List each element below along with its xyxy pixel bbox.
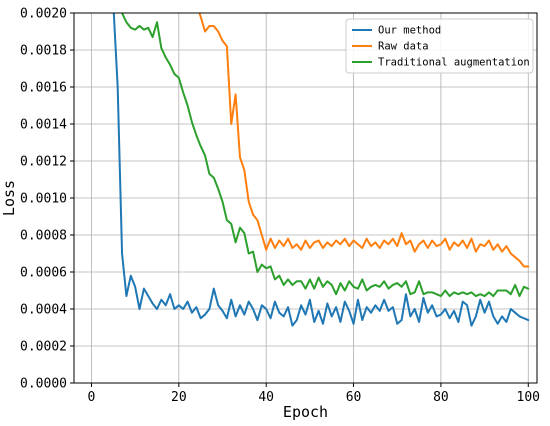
y-tick-label: 0.0002	[20, 340, 67, 355]
legend-label-raw-data: Raw data	[378, 41, 429, 53]
legend-label-our-method: Our method	[378, 25, 441, 37]
series-group	[112, 13, 530, 327]
x-tick-label: 20	[171, 390, 187, 405]
y-tick-label: 0.0012	[20, 155, 67, 170]
y-tick-label: 0.0014	[20, 118, 67, 133]
x-axis-label: Epoch	[283, 403, 328, 421]
series-line-raw-data	[198, 13, 530, 268]
y-tick-label: 0.0006	[20, 266, 67, 281]
legend: Our method Raw data Traditional augmentati…	[345, 18, 534, 74]
y-tick-label: 0.0016	[20, 81, 67, 96]
y-tick-label: 0.0004	[20, 303, 67, 318]
legend-box	[345, 18, 534, 74]
legend-label-traditional-augmentation: Traditional augmentation	[378, 57, 530, 69]
x-tick-label: 80	[433, 390, 449, 405]
series-line-traditional-augmentation	[120, 13, 530, 298]
x-tick-label: 0	[88, 390, 96, 405]
x-tick-label: 100	[517, 390, 540, 405]
y-tick-label: 0.0010	[20, 192, 67, 207]
x-tick-label: 40	[258, 390, 274, 405]
x-tick-label: 60	[346, 390, 362, 405]
y-tick-label: 0.0020	[20, 7, 67, 22]
y-tick-label: 0.0000	[20, 377, 67, 392]
series-line-our-method	[112, 13, 530, 327]
y-tick-label: 0.0018	[20, 44, 67, 59]
y-tick-label: 0.0008	[20, 229, 67, 244]
ticks: 0 20 40 60 80 100 0.0000 0.0002 0.0004 0.0006 0.00…	[20, 7, 540, 406]
y-axis-label: Loss	[0, 180, 18, 216]
